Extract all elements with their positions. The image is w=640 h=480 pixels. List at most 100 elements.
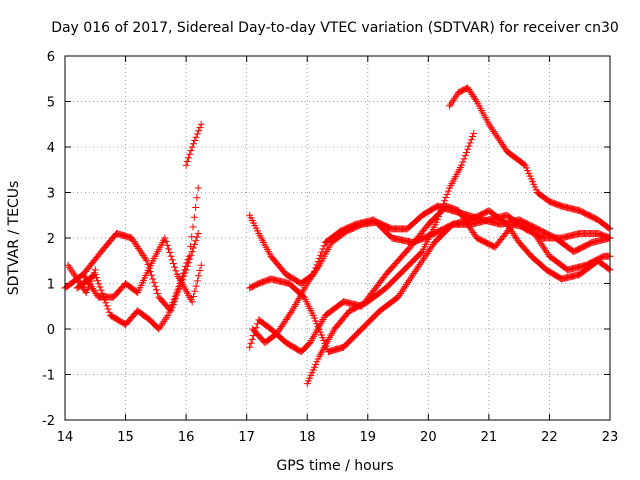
data-point xyxy=(193,194,201,202)
data-point xyxy=(143,257,151,265)
data-point xyxy=(97,286,105,294)
data-point xyxy=(409,271,417,279)
data-point xyxy=(171,263,179,271)
data-point xyxy=(491,129,499,137)
data-point xyxy=(605,265,613,273)
data-point xyxy=(501,144,509,152)
x-tick-label: 17 xyxy=(238,430,255,445)
data-point xyxy=(487,124,495,132)
data-point xyxy=(189,140,197,148)
data-point xyxy=(428,242,436,250)
y-tick-label: -1 xyxy=(42,369,55,384)
data-point xyxy=(179,269,187,277)
data-point xyxy=(533,234,541,242)
data-point xyxy=(512,233,520,241)
data-point xyxy=(161,234,169,242)
plot-frame xyxy=(64,55,611,421)
data-point xyxy=(395,291,403,299)
data-point xyxy=(152,286,160,294)
series-track-a xyxy=(61,229,202,315)
data-point xyxy=(404,279,412,287)
data-point xyxy=(499,142,507,150)
data-point xyxy=(163,241,171,249)
data-point xyxy=(405,277,413,285)
data-point xyxy=(165,245,173,253)
data-point xyxy=(460,155,468,163)
data-point xyxy=(193,130,201,138)
data-point xyxy=(194,229,202,237)
data-point xyxy=(442,194,450,202)
data-point xyxy=(406,275,414,283)
data-point xyxy=(191,287,199,295)
data-point xyxy=(195,272,203,280)
data-point xyxy=(426,246,434,254)
x-tick-label: 16 xyxy=(178,430,195,445)
data-point xyxy=(403,280,411,288)
data-point xyxy=(469,229,477,237)
data-point xyxy=(415,262,423,270)
data-point xyxy=(167,252,175,260)
data-point xyxy=(197,120,205,128)
y-tick-labels: -2 -1 0 1 2 3 4 5 6 xyxy=(42,50,55,429)
data-point xyxy=(187,147,195,155)
data-point xyxy=(412,266,420,274)
x-tick-label: 21 xyxy=(481,430,498,445)
data-point xyxy=(422,251,430,259)
y-tick-label: 0 xyxy=(47,323,55,338)
data-point xyxy=(400,284,408,292)
data-point xyxy=(466,139,474,147)
data-point xyxy=(182,161,190,169)
data-point xyxy=(189,293,197,300)
data-point xyxy=(165,308,173,316)
data-point xyxy=(416,260,424,268)
data-point xyxy=(169,299,177,307)
data-point xyxy=(314,263,322,271)
data-point xyxy=(172,289,180,297)
y-axis-label: SDTVAR / TECUs xyxy=(6,181,22,296)
data-point xyxy=(182,262,190,270)
data-point xyxy=(605,224,613,232)
data-point xyxy=(438,203,446,211)
data-point xyxy=(520,160,528,168)
data-point xyxy=(149,275,157,283)
x-axis-label: GPS time / hours xyxy=(276,458,393,474)
data-point xyxy=(194,184,202,192)
data-point xyxy=(441,197,449,205)
data-point xyxy=(248,335,256,343)
data-point xyxy=(307,274,315,282)
data-point xyxy=(439,200,447,208)
data-point xyxy=(466,223,474,231)
data-point xyxy=(437,206,445,214)
data-point xyxy=(468,227,476,235)
data-point xyxy=(485,120,493,128)
x-tick-label: 19 xyxy=(360,430,377,445)
data-point xyxy=(470,129,478,137)
data-point xyxy=(189,244,197,252)
data-point xyxy=(490,128,498,136)
data-point xyxy=(510,231,518,239)
x-tick-label: 18 xyxy=(299,430,316,445)
data-point xyxy=(169,259,177,267)
data-point xyxy=(496,137,504,145)
data-point xyxy=(532,232,540,240)
data-point xyxy=(287,309,295,317)
data-point xyxy=(192,282,200,290)
data-point xyxy=(537,239,545,247)
data-point xyxy=(190,213,198,221)
data-point xyxy=(104,305,112,313)
data-point xyxy=(184,256,192,264)
data-point xyxy=(421,253,429,261)
data-point xyxy=(303,280,311,287)
data-point xyxy=(312,267,320,275)
data-point xyxy=(492,131,500,139)
data-point xyxy=(306,276,314,284)
x-tick-label: 15 xyxy=(117,430,134,445)
x-tick-label: 20 xyxy=(420,430,437,445)
data-point xyxy=(469,133,477,141)
data-point xyxy=(308,272,316,280)
data-point xyxy=(168,302,176,310)
y-tick-label: 2 xyxy=(47,232,55,247)
data-point xyxy=(84,283,92,291)
data-point xyxy=(417,249,425,257)
data-point xyxy=(166,305,174,313)
